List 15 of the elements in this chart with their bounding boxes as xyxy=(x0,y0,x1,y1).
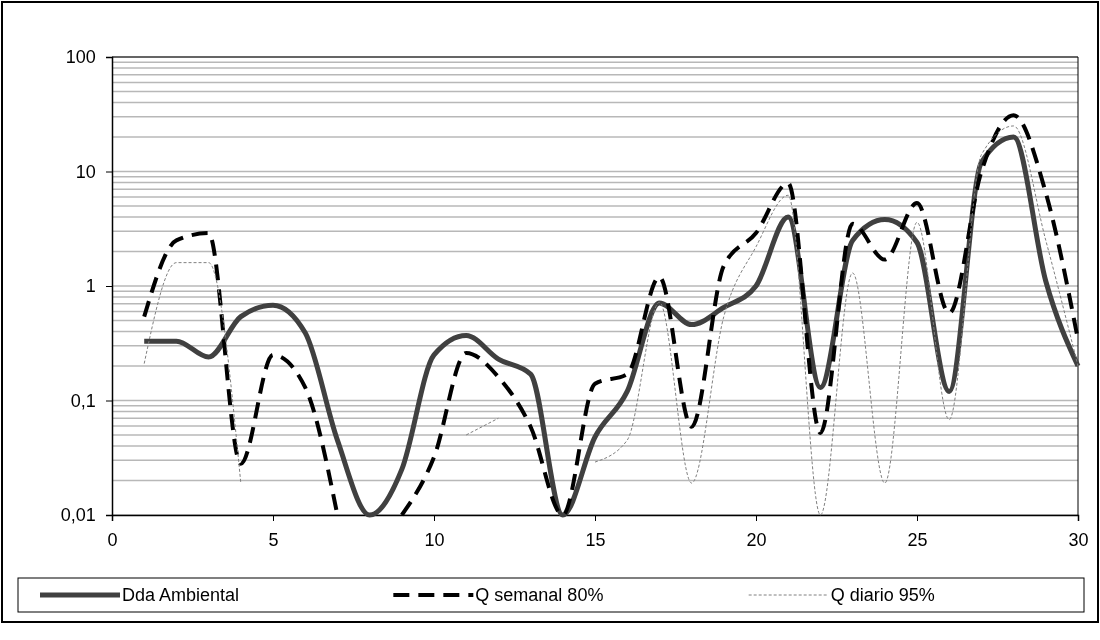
y-tick-label: 0,01 xyxy=(60,505,96,526)
x-tick-label: 15 xyxy=(585,529,606,550)
legend-label: Q diario 95% xyxy=(830,585,935,606)
x-tick-label: 25 xyxy=(907,529,928,550)
x-tick-label: 10 xyxy=(424,529,445,550)
legend-label: Q semanal 80% xyxy=(475,585,604,606)
x-tick-label: 20 xyxy=(746,529,767,550)
y-tick-label: 100 xyxy=(65,47,96,68)
x-tick-label: 30 xyxy=(1068,529,1089,550)
y-tick-label: 0,1 xyxy=(70,390,96,411)
x-tick-label: 0 xyxy=(107,529,118,550)
y-tick-label: 1 xyxy=(85,276,96,297)
legend-label: Dda Ambiental xyxy=(122,585,240,606)
x-tick-label: 5 xyxy=(268,529,279,550)
y-tick-label: 10 xyxy=(75,161,96,182)
